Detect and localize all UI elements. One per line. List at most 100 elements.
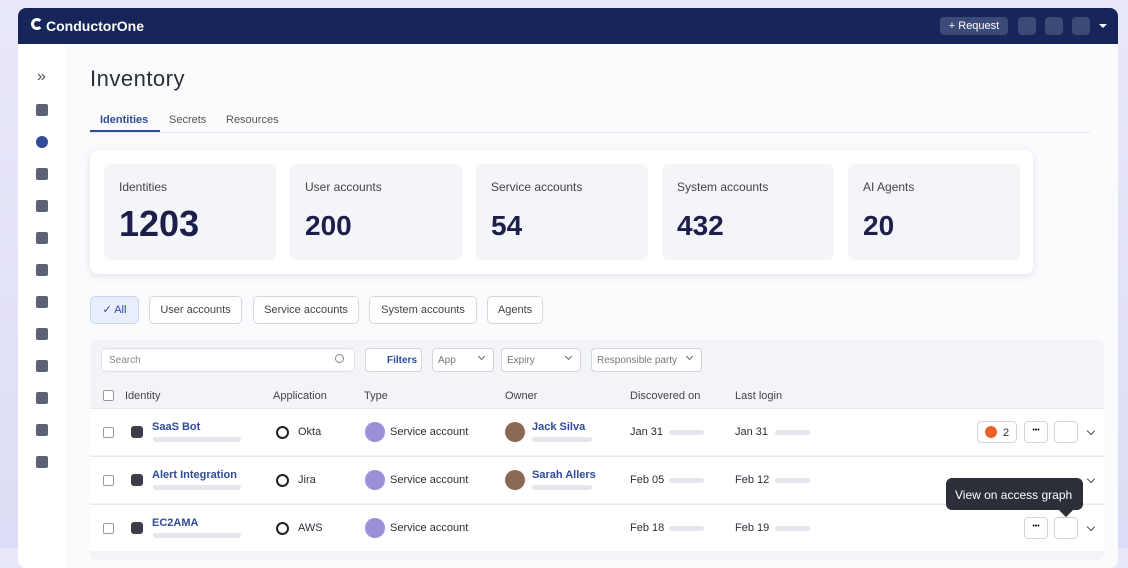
identity-name[interactable]: SaaS Bot	[152, 421, 201, 433]
column-header: Application	[273, 390, 327, 402]
login-bar	[775, 526, 810, 531]
login-bar	[775, 430, 810, 435]
brand: ConductorOne	[46, 18, 144, 34]
filter-chip[interactable]: User accounts	[149, 296, 242, 324]
sidebar-icon[interactable]	[36, 392, 48, 404]
filter-chip[interactable]: ✓ All	[90, 296, 139, 324]
discovered-on: Feb 18	[630, 522, 665, 534]
type: Service account	[390, 522, 469, 534]
last-login: Feb 12	[735, 474, 770, 486]
filter-chip[interactable]: System accounts	[369, 296, 477, 324]
type-icon	[365, 518, 385, 538]
tab[interactable]: Identities	[100, 114, 149, 126]
row-checkbox[interactable]	[103, 475, 114, 486]
sidebar-icon[interactable]	[36, 360, 48, 372]
page-title: Inventory	[90, 66, 185, 91]
sidebar-icon[interactable]	[36, 456, 48, 468]
more-button[interactable]: •••	[1024, 517, 1048, 539]
stat-label: Service accounts	[491, 180, 583, 194]
screen: ConductorOne + Request » Inventory Identitie…	[18, 8, 1118, 551]
discovered-bar	[669, 526, 704, 531]
tab[interactable]: Secrets	[169, 114, 207, 126]
sidebar-icon[interactable]	[36, 168, 48, 180]
owner[interactable]: Jack Silva	[532, 421, 586, 433]
discovered-on: Feb 05	[630, 474, 665, 486]
identity-icon	[131, 522, 143, 534]
sidebar-icon[interactable]	[36, 264, 48, 276]
graph-button[interactable]	[1054, 517, 1078, 539]
identity-name[interactable]: EC2AMA	[152, 517, 199, 529]
dropdown[interactable]	[501, 348, 581, 372]
filter-chip[interactable]: Service accounts	[253, 296, 359, 324]
table-row	[90, 408, 1104, 455]
last-login: Jan 31	[735, 426, 769, 438]
top-icon-button[interactable]	[1045, 17, 1063, 35]
chip-label: Service accounts	[264, 304, 348, 316]
sidebar-icon[interactable]	[36, 328, 48, 340]
type-icon	[365, 422, 385, 442]
search-placeholder: Search	[109, 355, 141, 366]
identity-icon	[131, 474, 143, 486]
top-icon-button[interactable]	[1018, 17, 1036, 35]
app-icon	[276, 426, 289, 439]
discovered-on: Jan 31	[630, 426, 664, 438]
tab-underline	[90, 130, 160, 132]
app-icon	[276, 474, 289, 487]
stat-value: 20	[863, 210, 895, 241]
dropdown[interactable]	[432, 348, 494, 372]
sidebar-icon[interactable]	[36, 104, 48, 116]
dropdown[interactable]	[591, 348, 702, 372]
owner[interactable]: Sarah Allers	[532, 469, 596, 481]
identity-name[interactable]: Alert Integration	[152, 469, 237, 481]
sidebar-icon[interactable]	[36, 136, 48, 148]
sidebar-icon[interactable]	[36, 200, 48, 212]
type: Service account	[390, 426, 469, 438]
request-button[interactable]: + Request	[940, 17, 1008, 35]
search-box[interactable]	[101, 348, 355, 372]
stat-tile	[476, 164, 648, 260]
chip-label: All	[114, 304, 127, 316]
application: Okta	[298, 426, 322, 438]
stat-label: AI Agents	[863, 180, 915, 194]
discovered-bar	[669, 478, 704, 483]
tab[interactable]: Resources	[226, 114, 279, 126]
sidebar-icon[interactable]	[36, 232, 48, 244]
column-header: Identity	[125, 390, 161, 402]
stat-tile	[662, 164, 834, 260]
sidebar-icon[interactable]	[36, 424, 48, 436]
stat-tile	[104, 164, 276, 260]
stat-value: 1203	[119, 203, 200, 244]
column-header: Owner	[505, 390, 538, 402]
column-header: Last login	[735, 390, 783, 402]
graph-button[interactable]	[1054, 421, 1078, 443]
identity-sub	[153, 533, 241, 538]
logo-icon	[31, 18, 43, 30]
stat-tile	[848, 164, 1020, 260]
table-row	[90, 456, 1104, 503]
row-checkbox[interactable]	[103, 427, 114, 438]
alert-badge[interactable]	[977, 421, 1017, 443]
type-icon	[365, 470, 385, 490]
sidebar-icon[interactable]	[36, 296, 48, 308]
chip-label: System accounts	[381, 304, 465, 316]
tooltip	[946, 478, 1083, 510]
dropdown-label: Responsible party	[597, 355, 678, 366]
filters-button[interactable]	[365, 348, 422, 372]
stat-label: Identities	[119, 180, 168, 194]
filter-chip[interactable]: Agents	[487, 296, 543, 324]
last-login: Feb 19	[735, 522, 770, 534]
chip-label: User accounts	[160, 304, 231, 316]
stat-value: 54	[491, 210, 523, 241]
login-bar	[775, 478, 810, 483]
top-icon-button[interactable]	[1072, 17, 1090, 35]
application: AWS	[298, 522, 323, 534]
account-menu[interactable]	[1099, 24, 1107, 32]
more-button[interactable]: •••	[1024, 421, 1048, 443]
row-checkbox[interactable]	[103, 523, 114, 534]
owner-sub	[532, 437, 592, 442]
tab-divider	[90, 132, 1090, 133]
table-row	[90, 504, 1104, 551]
header-checkbox[interactable]	[103, 390, 114, 401]
dropdown-label: Expiry	[507, 355, 535, 366]
dropdown-label: App	[438, 355, 456, 366]
